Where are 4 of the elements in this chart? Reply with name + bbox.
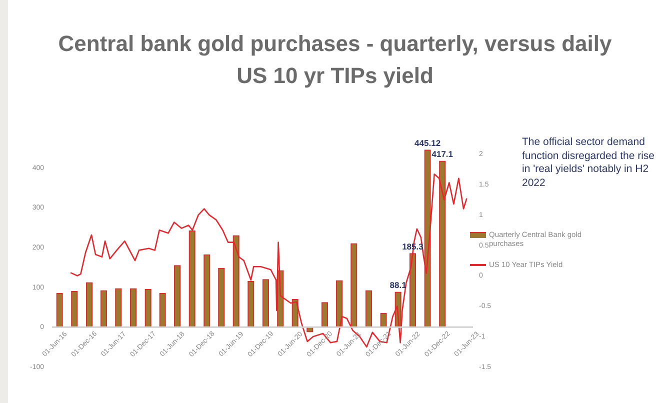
chart-title: Central bank gold purchases - quarterly, versus daily US 10 yr TIPs yield xyxy=(57,30,613,90)
text: The official sector demand function disregarded the rise in 'real yields' notably in H2 2022 xyxy=(522,136,656,190)
data-label: 417.1 xyxy=(432,149,454,160)
data-label: 445.12 xyxy=(414,138,441,148)
